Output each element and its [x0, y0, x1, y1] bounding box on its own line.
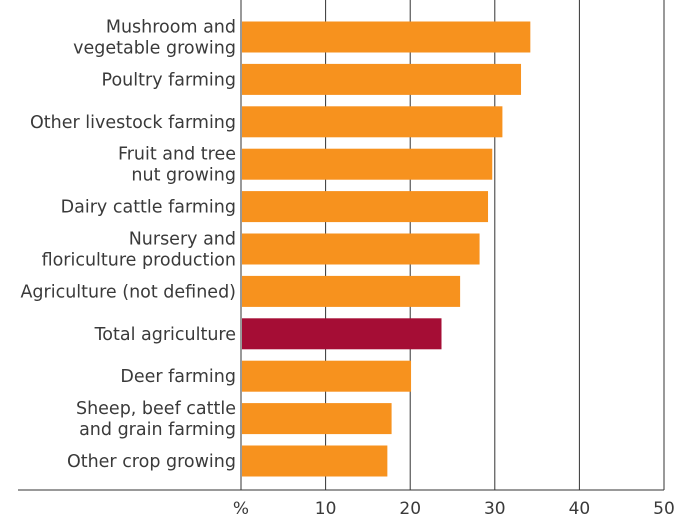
category-label: Mushroom and vegetable growing	[73, 18, 236, 59]
category-label: Nursery and floriculture production	[42, 230, 236, 271]
bar	[242, 360, 412, 392]
bar	[242, 191, 489, 223]
category-label: Sheep, beef cattle and grain farming	[76, 399, 236, 440]
category-label: Other livestock farming	[30, 113, 236, 133]
category-label: Fruit and tree nut growing	[118, 145, 236, 186]
category-label: Total agriculture	[94, 325, 236, 345]
bar	[242, 318, 442, 350]
bar	[242, 63, 522, 95]
x-tick-label: 10	[315, 499, 337, 519]
bar	[242, 148, 493, 180]
category-label: Deer farming	[120, 367, 236, 387]
bar	[242, 233, 480, 265]
x-tick-label: 50	[653, 499, 675, 519]
bars	[242, 21, 531, 477]
bar	[242, 21, 531, 53]
x-axis: % 10 20 30 40 50	[233, 499, 675, 519]
category-labels: Mushroom and vegetable growing Poultry far…	[20, 18, 236, 473]
x-tick-label: 40	[569, 499, 591, 519]
x-tick-label: 30	[484, 499, 506, 519]
bar	[242, 275, 461, 307]
category-label: Dairy cattle farming	[61, 198, 236, 218]
x-unit-label: %	[233, 499, 249, 519]
category-label: Agriculture (not defined)	[20, 282, 236, 302]
bar	[242, 403, 392, 435]
bar	[242, 106, 503, 138]
bar	[242, 445, 388, 477]
x-tick-label: 20	[399, 499, 421, 519]
category-label: Poultry farming	[102, 70, 236, 90]
category-label: Other crop growing	[67, 452, 236, 472]
